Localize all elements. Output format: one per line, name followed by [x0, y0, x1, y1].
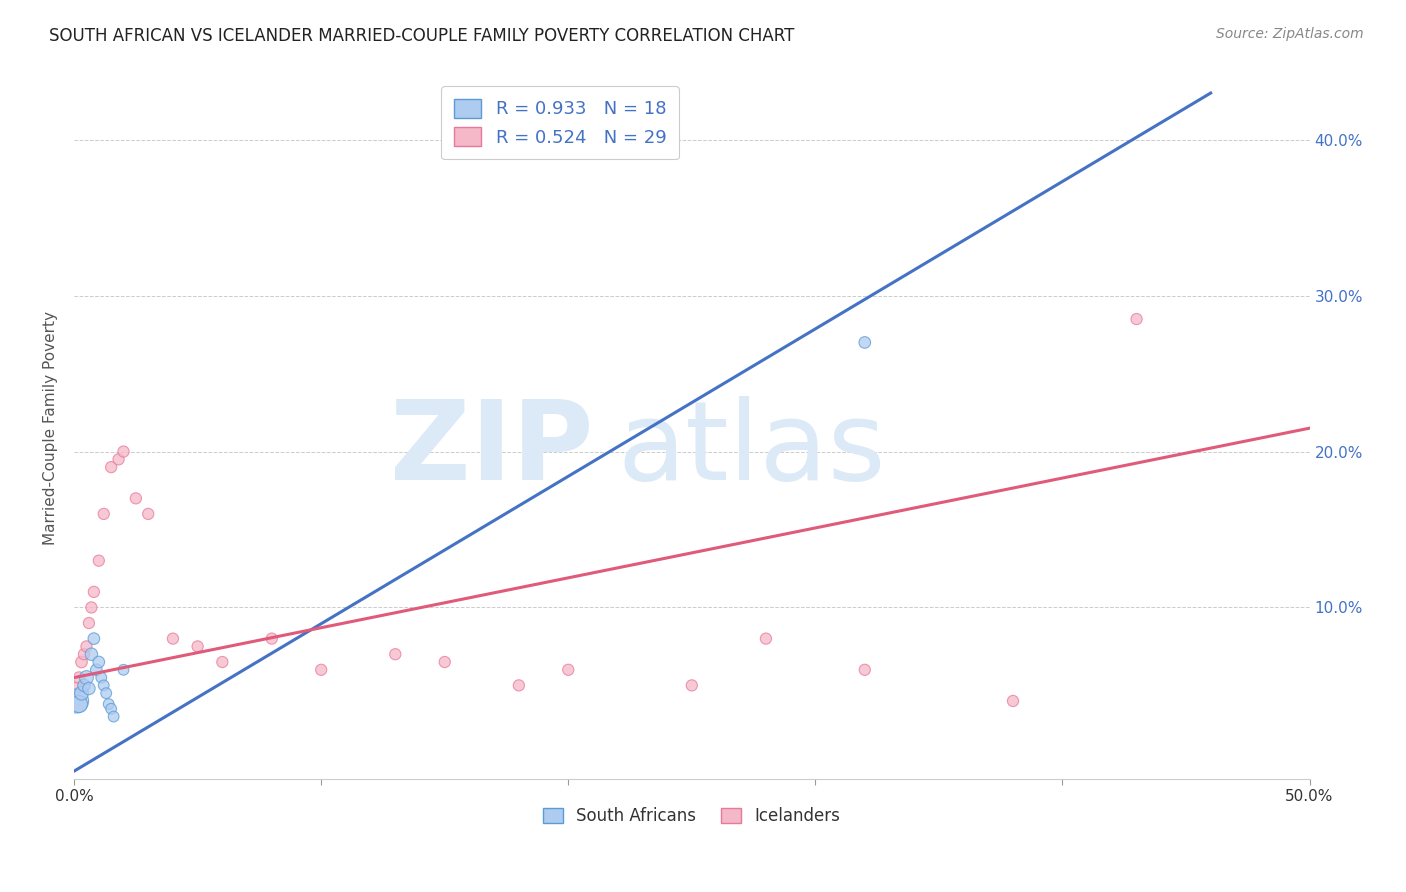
Point: [681, 678, 703, 692]
Point: [853, 335, 876, 350]
Point: [136, 507, 159, 521]
Point: [433, 655, 456, 669]
Point: [80, 647, 103, 661]
Point: [107, 452, 129, 467]
Point: [853, 663, 876, 677]
Point: [87, 554, 110, 568]
Point: [96, 686, 118, 700]
Y-axis label: Married-Couple Family Poverty: Married-Couple Family Poverty: [44, 311, 58, 545]
Legend: South Africans, Icelanders: South Africans, Icelanders: [534, 799, 849, 834]
Point: [87, 655, 110, 669]
Point: [508, 678, 530, 692]
Point: [75, 671, 97, 685]
Point: [557, 663, 579, 677]
Point: [100, 460, 122, 475]
Point: [75, 640, 97, 654]
Point: [211, 655, 233, 669]
Text: atlas: atlas: [617, 396, 886, 503]
Point: [755, 632, 778, 646]
Point: [93, 678, 115, 692]
Point: [1125, 312, 1147, 326]
Point: [67, 671, 90, 685]
Point: [384, 647, 406, 661]
Point: [100, 702, 122, 716]
Point: [86, 663, 108, 677]
Point: [112, 663, 135, 677]
Point: [1001, 694, 1024, 708]
Point: [260, 632, 283, 646]
Point: [90, 671, 112, 685]
Point: [187, 640, 209, 654]
Text: SOUTH AFRICAN VS ICELANDER MARRIED-COUPLE FAMILY POVERTY CORRELATION CHART: SOUTH AFRICAN VS ICELANDER MARRIED-COUPL…: [49, 27, 794, 45]
Point: [67, 697, 90, 711]
Text: Source: ZipAtlas.com: Source: ZipAtlas.com: [1216, 27, 1364, 41]
Point: [162, 632, 184, 646]
Point: [70, 655, 93, 669]
Point: [77, 615, 100, 630]
Point: [97, 697, 120, 711]
Point: [93, 507, 115, 521]
Point: [103, 709, 125, 723]
Point: [125, 491, 148, 506]
Point: [80, 600, 103, 615]
Point: [73, 678, 96, 692]
Text: ZIP: ZIP: [389, 396, 593, 503]
Point: [73, 647, 96, 661]
Point: [83, 632, 105, 646]
Point: [309, 663, 332, 677]
Point: [65, 681, 87, 696]
Point: [70, 686, 93, 700]
Point: [65, 694, 87, 708]
Point: [83, 585, 105, 599]
Point: [112, 444, 135, 458]
Point: [77, 681, 100, 696]
